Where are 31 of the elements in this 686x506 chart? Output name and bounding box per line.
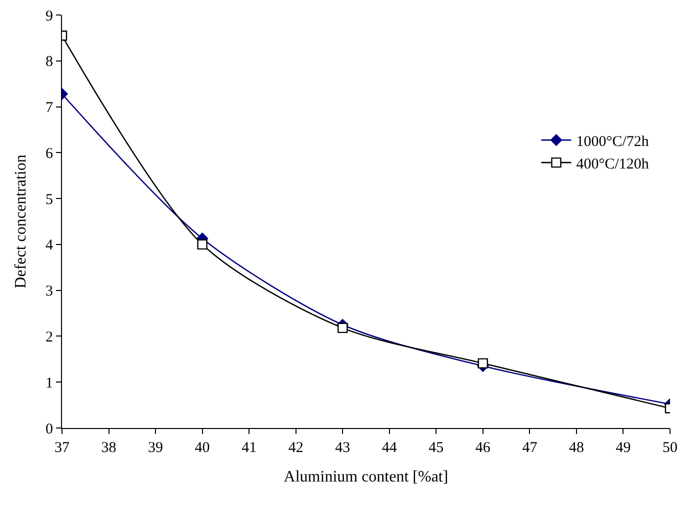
y-tick-label: 5 xyxy=(46,192,53,208)
y-tick-label: 8 xyxy=(46,54,53,70)
y-tick-label: 0 xyxy=(46,421,53,438)
x-tick-label: 46 xyxy=(475,440,491,456)
y-tick-label: 9 xyxy=(46,8,53,24)
x-tick-label: 45 xyxy=(428,440,444,456)
legend-label: 400°C/120h xyxy=(576,156,650,172)
point xyxy=(338,322,348,334)
x-tick-label: 39 xyxy=(148,440,164,456)
legend-label: 1000°C/72h xyxy=(576,134,650,150)
y-tick-label: 1 xyxy=(46,375,53,392)
y-tick-label: 2 xyxy=(46,329,53,346)
y-tick-label: 3 xyxy=(46,284,53,300)
x-tick-label: 50 xyxy=(662,440,678,456)
y-tick-label: 6 xyxy=(46,146,54,162)
x-tick-label: 40 xyxy=(194,440,210,456)
x-tick-label: 48 xyxy=(568,440,584,456)
y-tick-label: 4 xyxy=(46,238,54,254)
x-tick-label: 47 xyxy=(522,440,538,456)
x-tick-label: 44 xyxy=(382,440,398,456)
y-axis-title: Defect concentration xyxy=(12,154,30,288)
x-tick-label: 49 xyxy=(616,440,631,456)
x-tick-label: 43 xyxy=(335,440,350,456)
y-tick-label: 7 xyxy=(46,100,54,116)
point xyxy=(197,239,208,250)
x-tick-label: 42 xyxy=(288,440,304,456)
x-tick-label: 37 xyxy=(54,440,70,456)
x-tick-label: 41 xyxy=(242,440,257,456)
x-axis-title: Aluminium content [%at] xyxy=(284,468,448,486)
x-tick-label: 38 xyxy=(101,440,116,456)
point xyxy=(478,358,488,368)
